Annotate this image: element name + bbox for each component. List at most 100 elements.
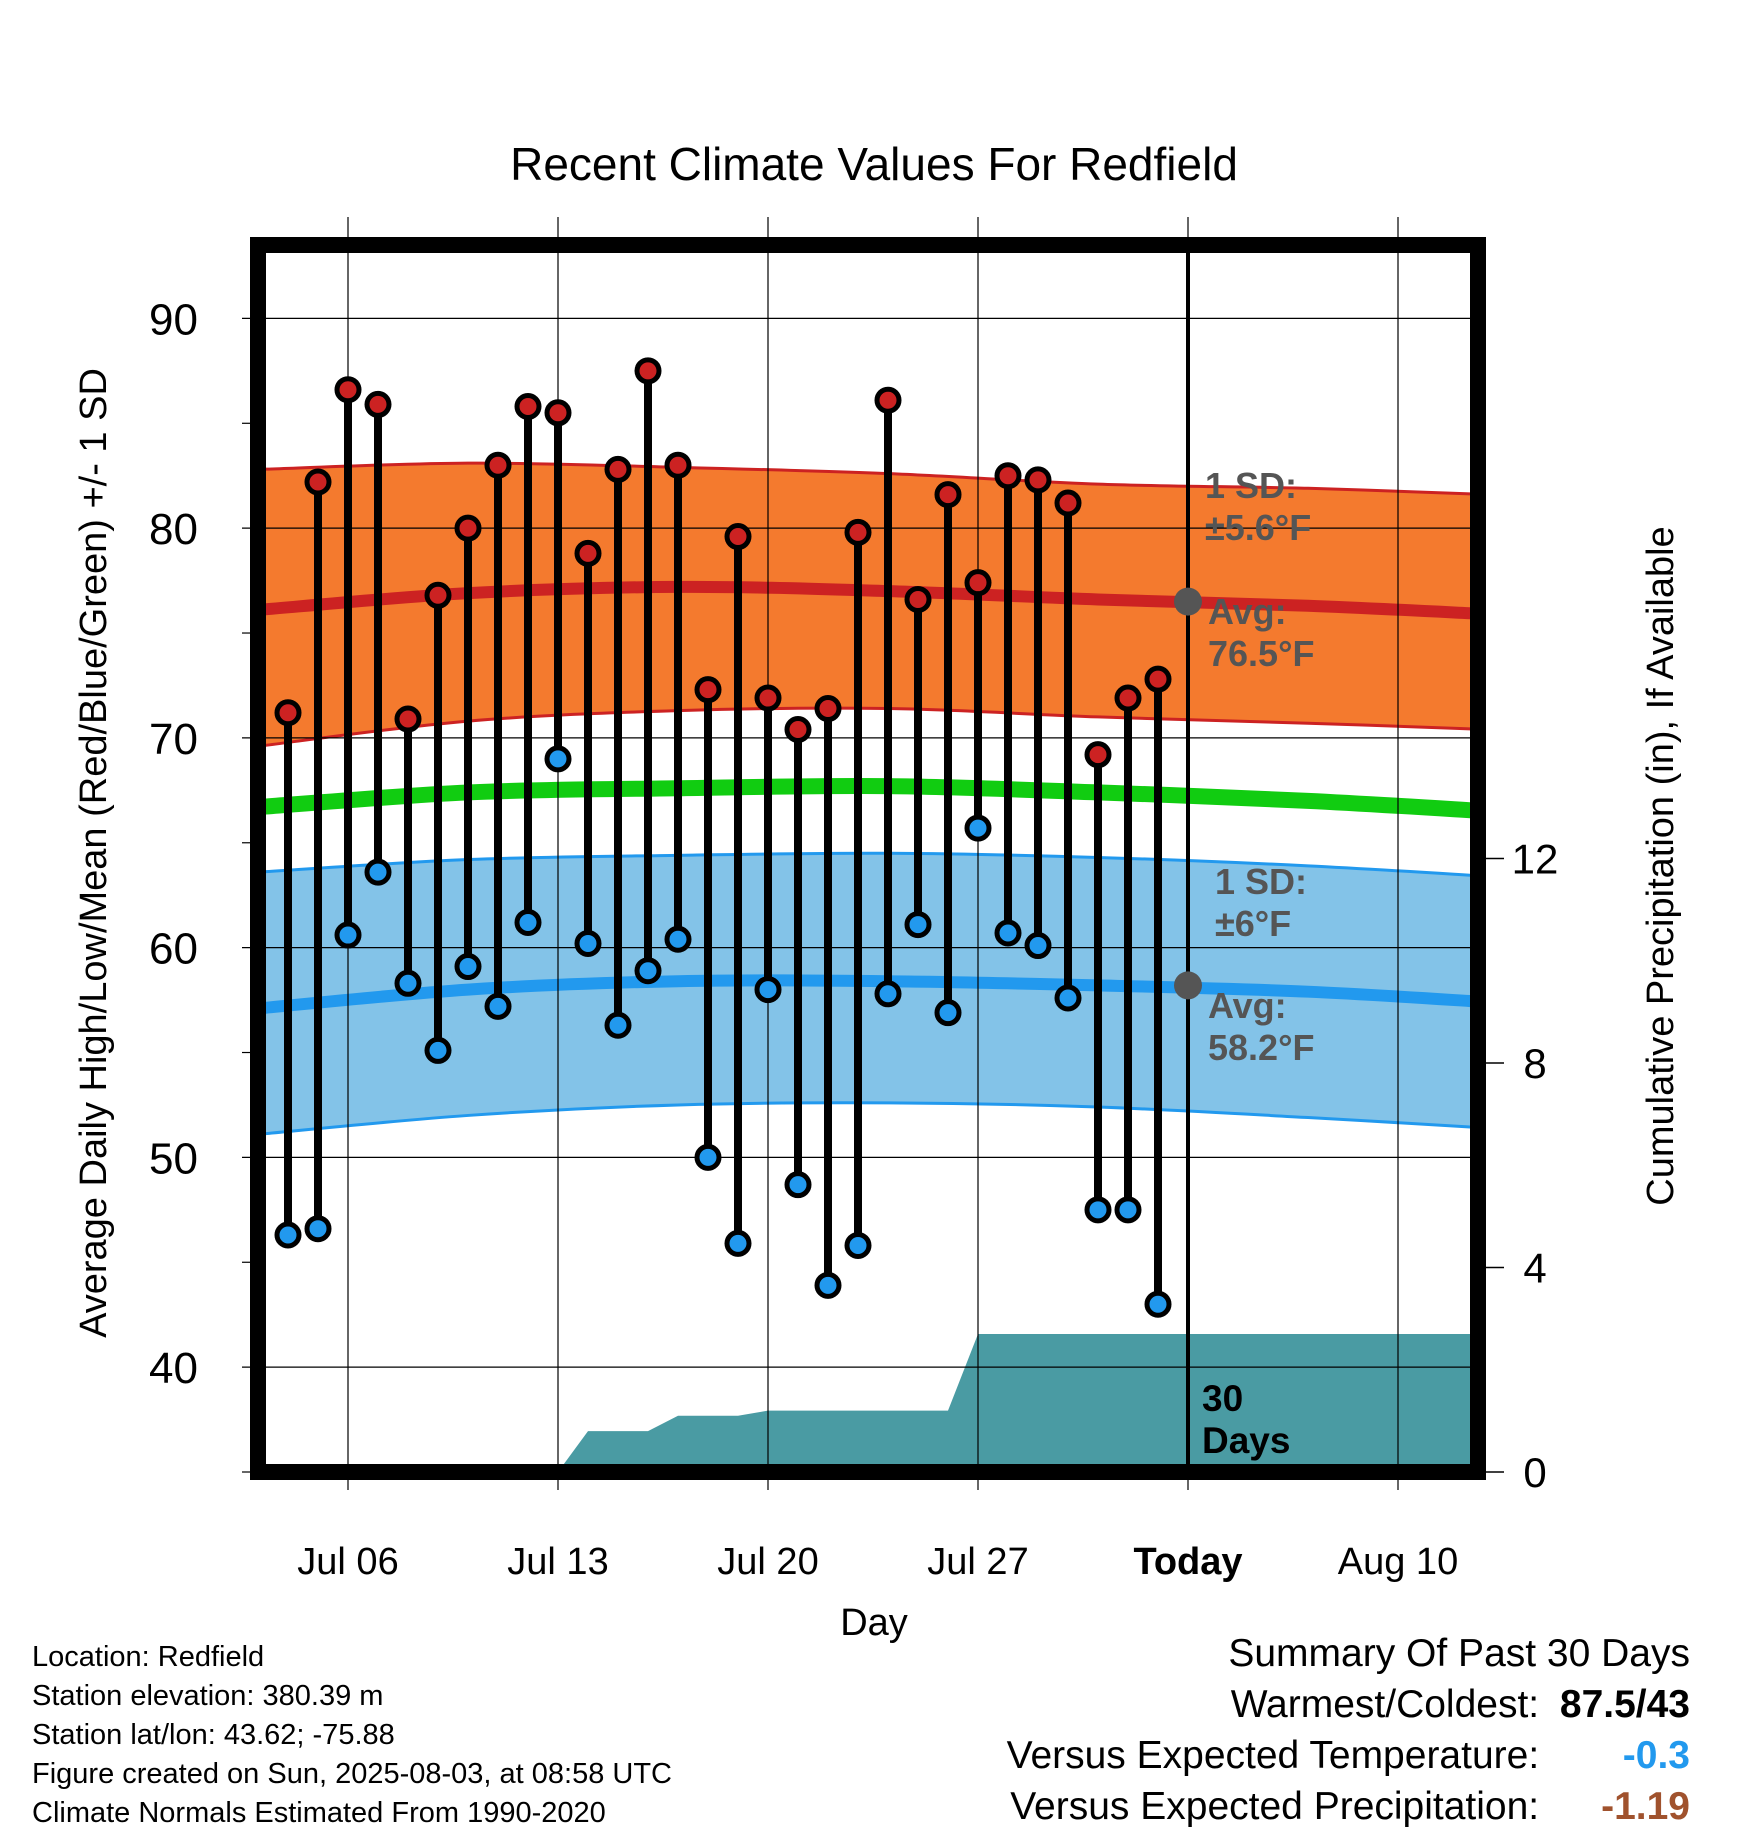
mean-line [266, 777, 1470, 819]
low-sd-annotation-line: ±6°F [1215, 903, 1291, 944]
high-point [454, 514, 482, 542]
warmest-value: 87.5/43 [1559, 1683, 1690, 1726]
precip-label: Versus Expected Precipitation: [1010, 1785, 1540, 1828]
low-point [1084, 1196, 1112, 1224]
low-point [1114, 1196, 1142, 1224]
x-tick-label: Aug 10 [1338, 1541, 1458, 1583]
high-avg-annotation-line: Avg: [1208, 591, 1287, 632]
x-tick-label: Jul 27 [927, 1541, 1028, 1583]
y-axis-label: Average Daily High/Low/Mean (Red/Blue/Gr… [73, 368, 115, 1338]
summary-precip-row: Versus Expected Precipitation: -1.19 [1007, 1781, 1690, 1832]
y-tick-label: 70 [149, 715, 198, 764]
high-point [1024, 466, 1052, 494]
low-point [994, 919, 1022, 947]
high-point [544, 399, 572, 427]
low-point [874, 980, 902, 1008]
y-tick-label: 60 [149, 925, 198, 974]
high-point [694, 676, 722, 704]
low-point [964, 814, 992, 842]
high-sd-annotation-line: 1 SD: [1205, 465, 1297, 506]
y2-tick-label: 12 [1512, 836, 1559, 883]
summary-temp-row: Versus Expected Temperature: -0.3 [1007, 1730, 1690, 1781]
high-point [934, 481, 962, 509]
x-axis-label: Day [840, 1602, 908, 1644]
high-point [1054, 489, 1082, 517]
high-avg-annotation-line: 76.5°F [1208, 633, 1314, 674]
low-point [844, 1231, 872, 1259]
high-point [394, 705, 422, 733]
high-point [1144, 665, 1172, 693]
summary-warmest-row: Warmest/Coldest: 87.5/43 [1007, 1679, 1690, 1730]
summary-title: Summary Of Past 30 Days [1228, 1632, 1690, 1675]
high-point [664, 451, 692, 479]
high-point [574, 539, 602, 567]
low-point [334, 921, 362, 949]
high-point [964, 569, 992, 597]
temp-label: Versus Expected Temperature: [1006, 1734, 1540, 1777]
plot-content [266, 461, 1470, 1472]
low-point [604, 1011, 632, 1039]
high-point [844, 518, 872, 546]
low-point [424, 1036, 452, 1064]
precip-days-annotation-line: Days [1202, 1420, 1290, 1461]
high-point [754, 684, 782, 712]
high-point [424, 581, 452, 609]
created-text: Figure created on Sun, 2025-08-03, at 08… [32, 1758, 672, 1790]
low-point [1054, 984, 1082, 1012]
low-point [304, 1215, 332, 1243]
high-point [334, 376, 362, 404]
precip-value: -1.19 [1601, 1785, 1690, 1828]
y-tick-label: 90 [149, 295, 198, 344]
high-point [304, 468, 332, 496]
low-sd-annotation-line: 1 SD: [1215, 861, 1307, 902]
high-point [364, 390, 392, 418]
high-point [514, 393, 542, 421]
low-point [634, 957, 662, 985]
low-point [574, 929, 602, 957]
low-band-lower-edge [266, 1101, 1470, 1136]
latlon-text: Station lat/lon: 43.62; -75.88 [32, 1719, 395, 1751]
low-point [484, 992, 512, 1020]
temp-value: -0.3 [1622, 1734, 1690, 1777]
high-point [784, 716, 812, 744]
high-average-marker [1174, 587, 1202, 616]
high-point [604, 455, 632, 483]
high-point [814, 695, 842, 723]
low-point [694, 1143, 722, 1171]
precipitation-area [558, 1333, 1470, 1472]
summary-panel: Summary Of Past 30 Days Warmest/Coldest:… [1007, 1628, 1690, 1832]
y2-tick-label: 0 [1523, 1449, 1546, 1496]
x-tick-label: Today [1133, 1541, 1242, 1583]
location-text: Location: Redfield [32, 1641, 265, 1673]
high-point [724, 523, 752, 551]
low-band [266, 853, 1470, 1134]
high-point [634, 357, 662, 385]
x-tick-label: Jul 20 [717, 1541, 818, 1583]
low-point [664, 925, 692, 953]
high-point [874, 386, 902, 414]
low-average-marker [1174, 971, 1202, 1000]
precip-days-annotation-line: 30 [1202, 1378, 1243, 1419]
low-point [364, 858, 392, 886]
low-point [544, 745, 572, 773]
low-point [904, 911, 932, 939]
low-point [274, 1221, 302, 1249]
normals-text: Climate Normals Estimated From 1990-2020 [32, 1797, 606, 1829]
high-point [1084, 741, 1112, 769]
y-tick-label: 80 [149, 505, 198, 554]
low-point [1144, 1290, 1172, 1318]
low-point [784, 1171, 812, 1199]
chart-title: Recent Climate Values For Redfield [510, 138, 1238, 190]
y2-tick-label: 8 [1523, 1040, 1546, 1087]
low-point [1024, 932, 1052, 960]
y-tick-label: 50 [149, 1134, 198, 1183]
low-point [724, 1229, 752, 1257]
station-info: Location: Redfield Station elevation: 38… [32, 1638, 672, 1833]
x-tick-label: Jul 06 [297, 1541, 398, 1583]
low-point [394, 969, 422, 997]
high-point [1114, 684, 1142, 712]
y2-axis-label: Cumulative Precipitation (in), If Availa… [1640, 526, 1682, 1205]
low-point [754, 976, 782, 1004]
x-tick-label: Jul 13 [507, 1541, 608, 1583]
